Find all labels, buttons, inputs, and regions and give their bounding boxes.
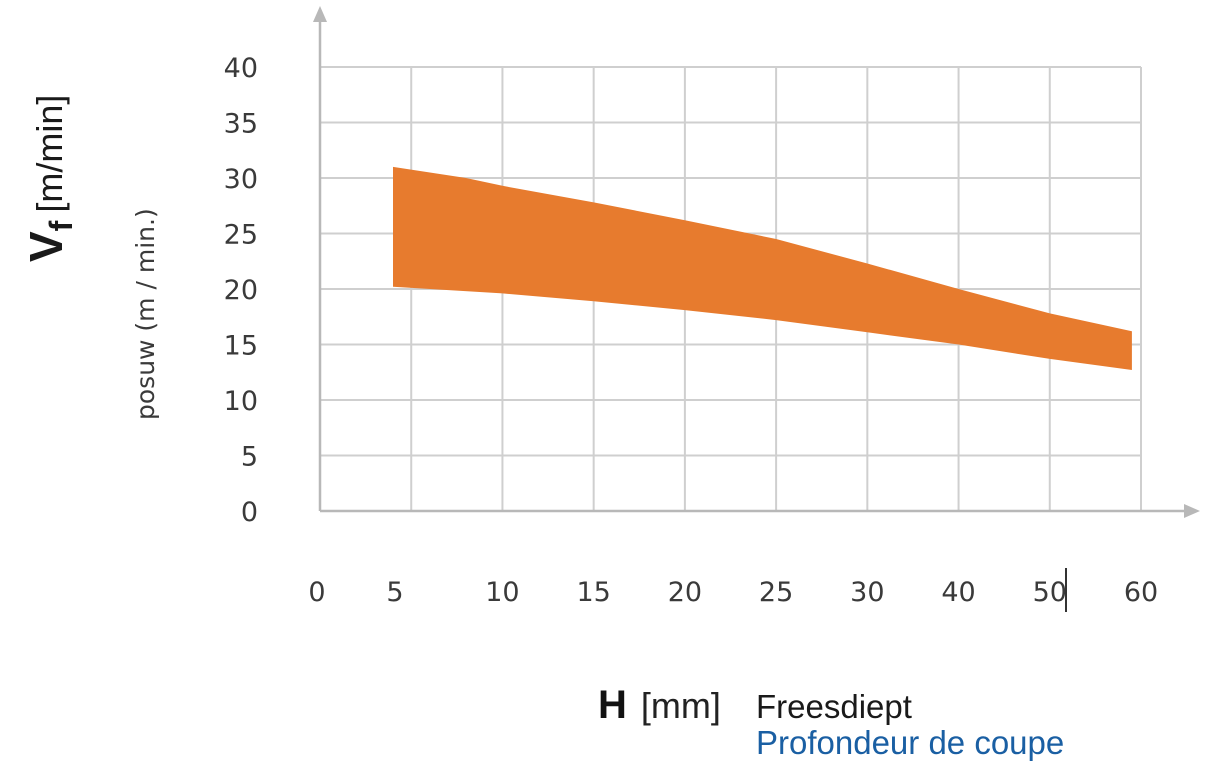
x-axis-label-line1: Freesdiept xyxy=(756,688,912,725)
x-axis-label-line2: Profondeur de coupe xyxy=(756,724,1064,761)
y-tick-labels: 0 5 10 15 20 25 30 35 40 xyxy=(224,53,258,528)
y-axis-arrow xyxy=(313,6,327,22)
y-tick-label: 5 xyxy=(241,442,258,473)
y-tick-label: 40 xyxy=(224,53,258,84)
y-tick-label: 25 xyxy=(224,220,258,251)
x-tick-label: 40 xyxy=(941,577,975,608)
y-tick-label: 15 xyxy=(224,331,258,362)
x-axis-unit: [mm] xyxy=(641,685,721,726)
y-tick-label: 10 xyxy=(224,386,258,417)
x-axis-label: H [mm] xyxy=(598,683,721,727)
x-tick-label: 15 xyxy=(576,577,610,608)
y-axis-label: Vf [m/min] xyxy=(20,95,79,262)
y-axis-subscript: f xyxy=(43,220,79,231)
feed-rate-band xyxy=(393,166,1132,370)
x-tick-label: 20 xyxy=(668,577,702,608)
axes xyxy=(313,6,1200,518)
x-tick-labels: 0 5 10 15 20 25 30 40 50 60 xyxy=(308,577,1158,608)
y-tick-label: 20 xyxy=(224,275,258,306)
x-tick-label: 60 xyxy=(1124,577,1158,608)
x-tick-label: 50 xyxy=(1033,577,1067,608)
x-axis-symbol: H xyxy=(598,683,627,727)
y-tick-label: 0 xyxy=(241,497,258,528)
x-axis-arrow xyxy=(1184,504,1200,518)
x-tick-label: 0 xyxy=(308,577,325,608)
y-axis-symbol: V xyxy=(20,231,72,262)
x-tick-label: 30 xyxy=(850,577,884,608)
y-tick-label: 30 xyxy=(224,164,258,195)
y-axis-unit: [m/min] xyxy=(29,95,70,213)
y-tick-label: 35 xyxy=(224,109,258,140)
x-tick-label: 5 xyxy=(386,577,403,608)
y-axis-secondary-label: posuw (m / min.) xyxy=(131,208,160,420)
x-tick-label: 10 xyxy=(485,577,519,608)
band-layer xyxy=(393,166,1132,370)
x-tick-label: 25 xyxy=(759,577,793,608)
